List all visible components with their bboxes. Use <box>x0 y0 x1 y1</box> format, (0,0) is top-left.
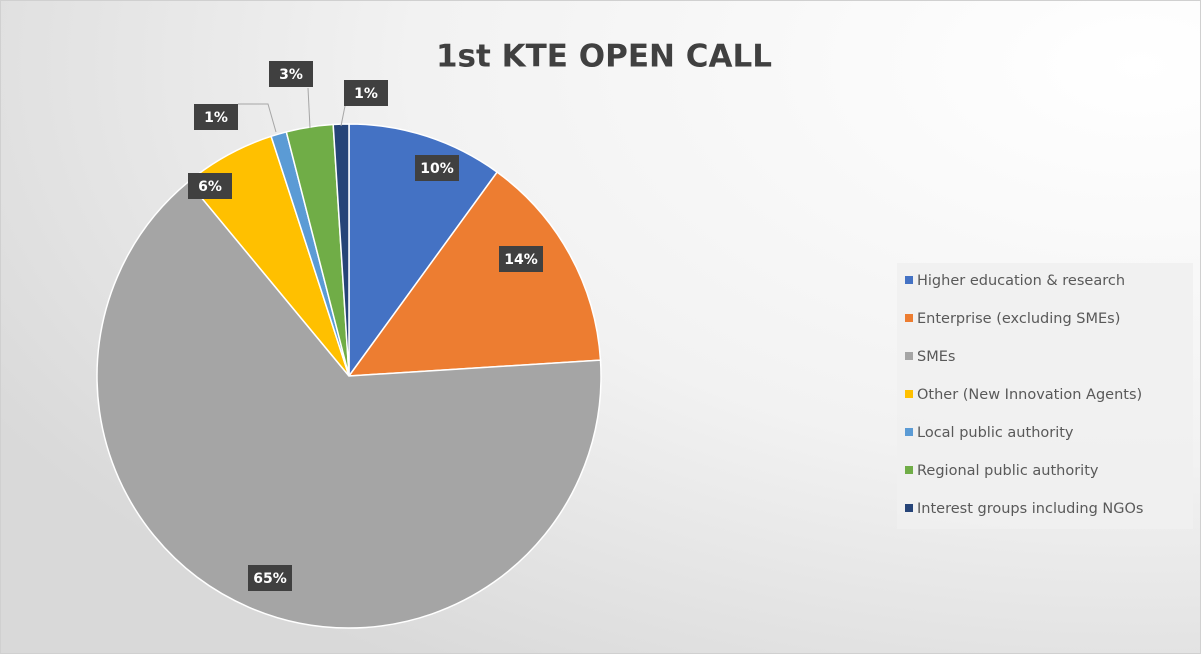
legend-swatch <box>905 428 913 436</box>
data-label-box <box>415 155 459 181</box>
legend-swatch <box>905 504 913 512</box>
chart-title: 1st KTE OPEN CALL <box>436 39 772 75</box>
data-label: 6% <box>198 179 222 195</box>
legend-label: Enterprise (excluding SMEs) <box>917 311 1120 327</box>
data-label-box <box>248 565 292 591</box>
data-label: 1% <box>204 110 228 126</box>
legend-swatch <box>905 314 913 322</box>
legend-label: Regional public authority <box>917 463 1099 479</box>
legend-label: Higher education & research <box>917 273 1125 289</box>
legend-label: Interest groups including NGOs <box>917 501 1143 517</box>
data-label: 1% <box>354 86 378 102</box>
data-label: 65% <box>253 571 287 587</box>
data-label-box <box>344 80 388 106</box>
legend-swatch <box>905 276 913 284</box>
data-label: 3% <box>279 67 303 83</box>
legend-label: Other (New Innovation Agents) <box>917 387 1142 403</box>
legend-swatch <box>905 466 913 474</box>
data-label: 10% <box>420 161 454 177</box>
legend-label: SMEs <box>917 349 955 365</box>
leader-line <box>307 87 311 129</box>
pie-slice <box>348 123 499 379</box>
data-label-box <box>499 246 543 272</box>
data-label-box <box>194 104 238 130</box>
leader-line <box>238 103 277 133</box>
legend <box>897 263 1193 529</box>
legend-swatch <box>905 352 913 360</box>
legend-swatch <box>905 390 913 398</box>
pie-slice <box>96 180 602 629</box>
legend-label: Local public authority <box>917 425 1074 441</box>
data-label: 14% <box>504 252 538 268</box>
data-label-box <box>269 61 313 87</box>
data-label-box <box>188 173 232 199</box>
pie-slice <box>347 171 602 377</box>
